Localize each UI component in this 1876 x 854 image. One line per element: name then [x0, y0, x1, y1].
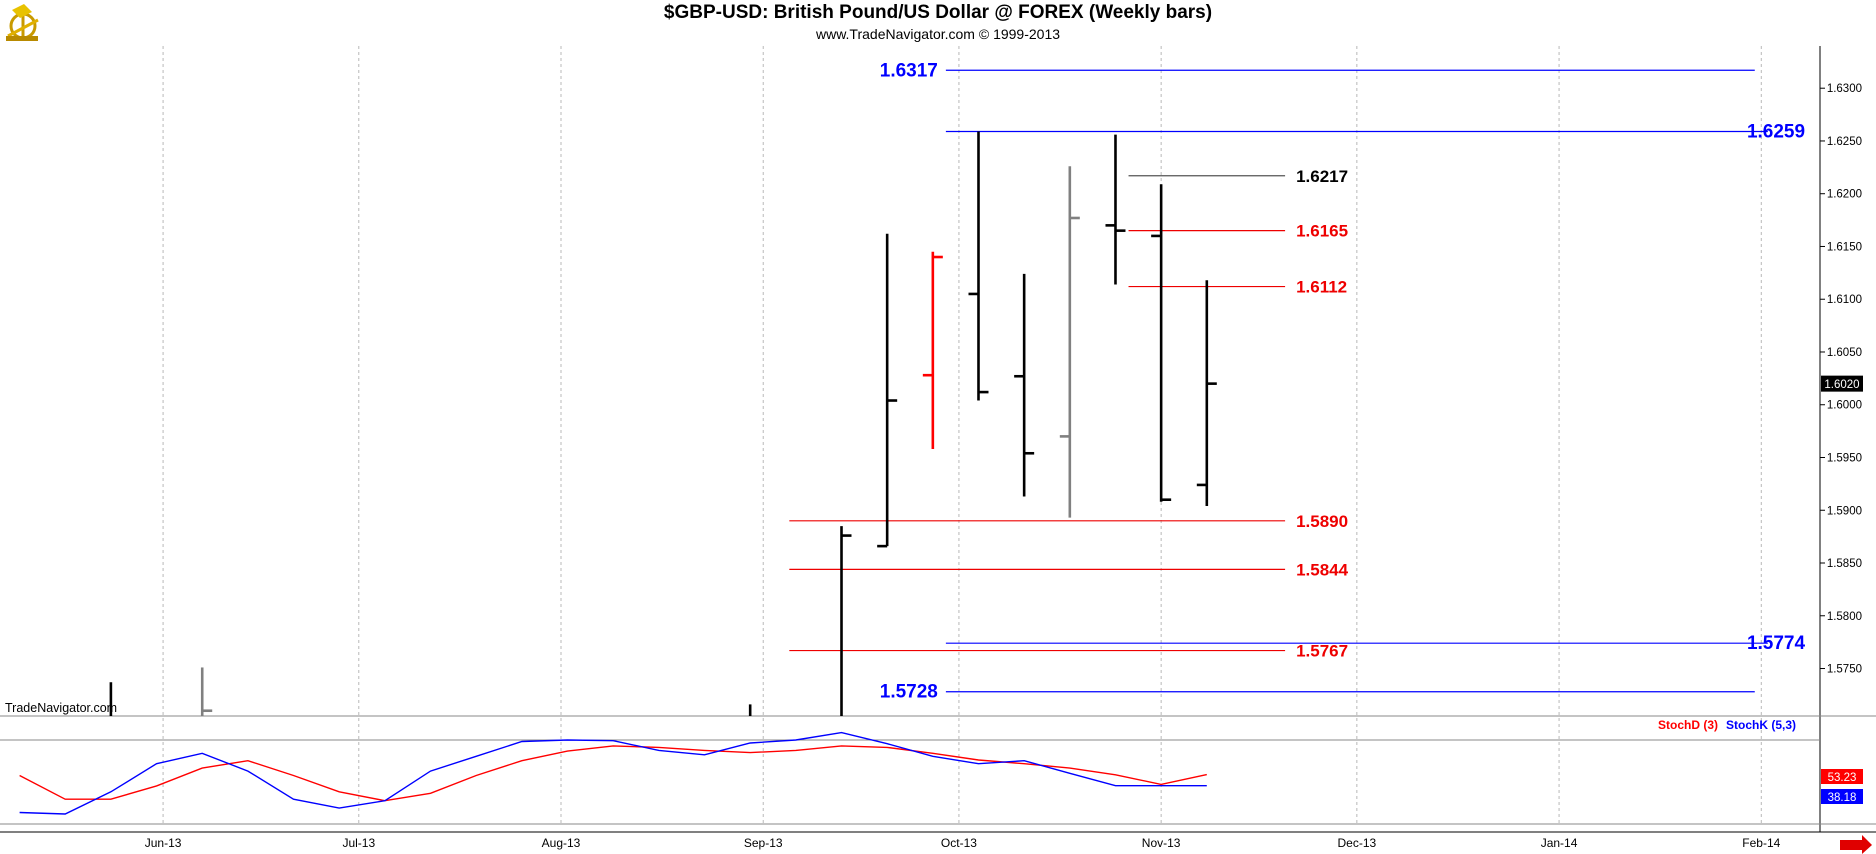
ohlc-bar: [1196, 280, 1217, 507]
last-price-tag: 1.6020: [1821, 375, 1863, 392]
level-label: 1.6217: [1296, 167, 1348, 186]
x-tick-label: Jan-14: [1541, 836, 1578, 850]
watermark: TradeNavigator.com: [5, 701, 117, 715]
legend-stoch-d: StochD (3): [1658, 718, 1718, 732]
x-tick-label: Oct-13: [941, 836, 977, 850]
level-label: 1.6259: [1747, 121, 1805, 142]
last-price-label: 1.6020: [1824, 379, 1859, 391]
y-tick-label: 1.5850: [1827, 558, 1862, 570]
level-label: 1.5774: [1747, 633, 1806, 654]
ohlc-bar: [1105, 134, 1126, 285]
grid: [162, 46, 1762, 824]
ohlc-bar: [922, 251, 943, 450]
level-label: 1.5767: [1296, 642, 1348, 661]
ohlc-bar: [200, 667, 213, 716]
x-tick-label: Feb-14: [1742, 836, 1780, 850]
y-tick-label: 1.6250: [1827, 136, 1862, 148]
y-tick-label: 1.6150: [1827, 241, 1862, 253]
x-tick-label: Jul-13: [342, 836, 375, 850]
axes: Jun-13 Jul-13 Aug-13 Sep-13 Oct-13 Nov-13 Dec-…: [145, 83, 1862, 850]
stochastic-lines: [19, 731, 1207, 815]
price-levels: 1.6317 1.6259 1.6217 1.6165 1.6112 1.5890 1.58…: [789, 60, 1806, 703]
x-tick-label: Dec-13: [1338, 836, 1377, 850]
level-label: 1.6165: [1296, 222, 1348, 241]
y-tick-label: 1.5950: [1827, 452, 1862, 464]
chart-header: $GBP-USD: British Pound/US Dollar @ FORE…: [0, 0, 1876, 46]
ohlc-bar: [1059, 166, 1080, 518]
level-label: 1.6317: [880, 60, 938, 81]
x-tick-label: Sep-13: [744, 836, 783, 850]
y-tick-label: 1.5800: [1827, 611, 1862, 623]
trade-navigator-logo-icon[interactable]: [2, 2, 44, 44]
y-tick-label: 1.6300: [1827, 83, 1862, 95]
y-tick-label: 1.6000: [1827, 400, 1862, 412]
scroll-right-arrow-icon[interactable]: [1840, 835, 1872, 854]
level-label: 1.5844: [1296, 560, 1349, 579]
y-tick-label: 1.6200: [1827, 189, 1862, 201]
panel-frames: [0, 46, 1876, 833]
level-label: 1.5728: [880, 682, 938, 703]
ohlc-bar: [1151, 184, 1172, 502]
stoch-d-last-value: 53.23: [1828, 772, 1857, 784]
chart-subtitle: www.TradeNavigator.com © 1999-2013: [815, 26, 1061, 42]
ohlc-bar: [968, 131, 989, 401]
ohlc-bar: [877, 233, 898, 548]
stoch-d-line: [19, 745, 1207, 802]
ohlc-bar: [1014, 273, 1035, 497]
legend-stoch-k: StochK (5,3): [1726, 718, 1796, 732]
stoch-k-last-tag: 38.18: [1821, 789, 1863, 804]
y-tick-label: 1.5900: [1827, 505, 1862, 517]
chart-title: $GBP-USD: British Pound/US Dollar @ FORE…: [663, 2, 1213, 23]
stoch-d-last-tag: 53.23: [1821, 769, 1863, 784]
stoch-k-last-value: 38.18: [1828, 792, 1857, 804]
ohlc-bars: [109, 131, 1217, 716]
level-label: 1.6112: [1296, 278, 1347, 297]
level-label: 1.5890: [1296, 512, 1348, 531]
y-tick-label: 1.5750: [1827, 664, 1862, 676]
ohlc-bar: [840, 526, 852, 716]
stoch-k-line: [19, 731, 1207, 815]
x-tick-label: Aug-13: [542, 836, 581, 850]
y-tick-label: 1.6100: [1827, 294, 1862, 306]
y-tick-label: 1.6050: [1827, 347, 1862, 359]
x-tick-label: Jun-13: [145, 836, 182, 850]
x-tick-label: Nov-13: [1142, 836, 1181, 850]
